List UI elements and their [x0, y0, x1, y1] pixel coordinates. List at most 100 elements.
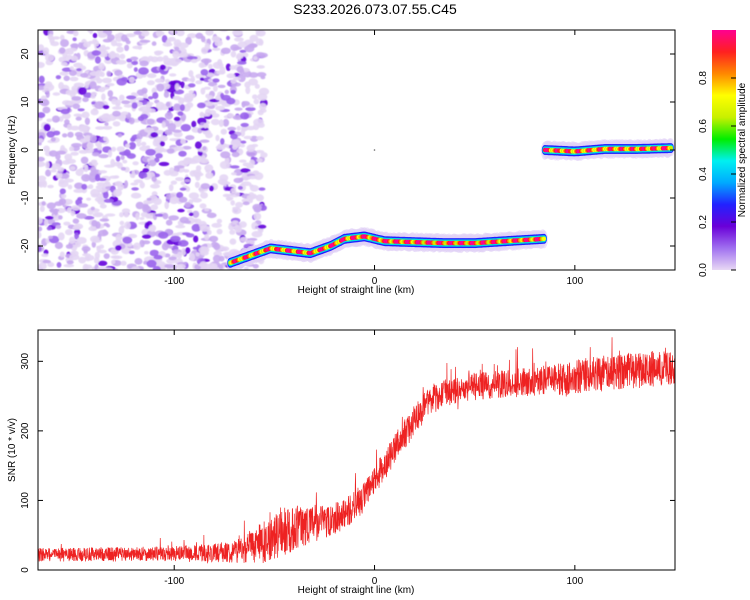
noise-blob: [70, 205, 81, 211]
noise-blob: [78, 87, 87, 95]
noise-blob: [122, 159, 128, 164]
noise-blob: [178, 196, 188, 203]
noise-blob: [168, 256, 177, 261]
noise-blob: [127, 233, 138, 239]
noise-blob: [200, 183, 210, 190]
noise-blob: [230, 89, 236, 95]
noise-blob: [225, 63, 231, 71]
noise-blob: [81, 111, 90, 119]
noise-blob: [239, 49, 247, 54]
spectrogram-y-label: Frequency (Hz): [7, 116, 18, 185]
noise-blob: [119, 53, 126, 60]
noise-blob: [229, 229, 236, 235]
noise-blob: [234, 225, 242, 233]
noise-blob: [200, 192, 208, 199]
noise-blob: [142, 234, 152, 239]
noise-blob: [182, 145, 192, 150]
noise-blob: [91, 220, 98, 227]
noise-blob: [195, 32, 204, 40]
ridge-core: [669, 145, 673, 151]
noise-blob: [200, 87, 206, 95]
noise-blob: [120, 155, 125, 161]
noise-blob: [232, 30, 243, 36]
noise-blob: [135, 212, 140, 221]
noise-blob: [216, 70, 226, 75]
noise-blob: [192, 210, 200, 218]
noise-blob: [45, 216, 54, 220]
noise-blob: [47, 262, 55, 268]
noise-blob: [135, 97, 144, 101]
noise-blob: [257, 93, 268, 101]
noise-blob: [112, 121, 121, 127]
noise-blob: [103, 253, 110, 259]
noise-blob: [120, 166, 126, 171]
noise-blob: [220, 138, 225, 145]
noise-blob: [65, 229, 73, 236]
noise-blob: [182, 232, 191, 236]
noise-blob: [169, 197, 179, 205]
noise-blob: [134, 258, 143, 265]
noise-blob: [249, 104, 254, 108]
noise-blob: [199, 203, 207, 209]
noise-blob: [215, 95, 221, 101]
noise-blob: [169, 170, 179, 177]
noise-blob: [102, 267, 113, 270]
noise-blob: [47, 184, 54, 189]
noise-blob: [189, 253, 196, 261]
noise-blob: [43, 145, 50, 152]
noise-blob: [133, 242, 141, 250]
noise-blob: [131, 102, 138, 109]
noise-blob: [191, 198, 202, 203]
noise-blob: [183, 220, 192, 224]
noise-blob: [169, 30, 175, 34]
noise-blob: [148, 224, 157, 232]
noise-blob: [101, 77, 112, 84]
noise-blob: [204, 233, 210, 241]
noise-blob: [200, 69, 209, 76]
noise-blob: [38, 138, 44, 143]
noise-blob: [224, 89, 229, 95]
figure-title: S233.2026.073.07.55.C45: [293, 1, 457, 17]
noise-blob: [140, 113, 149, 120]
noise-blob: [116, 46, 124, 53]
noise-blob: [231, 172, 237, 176]
noise-blob: [139, 181, 145, 189]
noise-blob: [128, 76, 135, 84]
noise-blob: [90, 166, 97, 174]
noise-blob: [97, 189, 108, 193]
noise-blob: [82, 253, 91, 257]
noise-blob: [186, 102, 194, 108]
noise-blob: [120, 225, 125, 229]
noise-blob: [191, 120, 197, 128]
noise-blob: [89, 81, 97, 90]
noise-blob: [59, 251, 65, 258]
noise-blob: [226, 196, 233, 201]
noise-blob: [178, 150, 187, 157]
noise-blob: [147, 171, 151, 179]
noise-blob: [220, 246, 230, 252]
noise-blob: [119, 220, 125, 226]
noise-blob: [69, 146, 75, 152]
noise-blob: [135, 201, 144, 210]
noise-blob: [154, 213, 165, 217]
noise-blob: [96, 78, 103, 84]
noise-blob: [45, 161, 50, 169]
noise-blob: [99, 204, 107, 209]
noise-blob: [180, 124, 191, 132]
noise-blob: [41, 201, 46, 206]
noise-blob: [53, 208, 59, 216]
noise-blob: [61, 194, 67, 199]
noise-blob: [65, 244, 73, 249]
noise-blob: [73, 30, 79, 37]
noise-blob: [38, 85, 46, 91]
noise-blob: [106, 70, 112, 77]
noise-blob: [231, 151, 240, 158]
noise-blob: [42, 106, 51, 114]
colorbar-tick-label: 0.6: [698, 119, 709, 133]
snr-frame: [37, 329, 676, 571]
noise-blob: [101, 93, 106, 101]
noise-blob: [91, 193, 99, 198]
noise-blob: [38, 61, 45, 69]
noise-blob: [83, 132, 93, 137]
